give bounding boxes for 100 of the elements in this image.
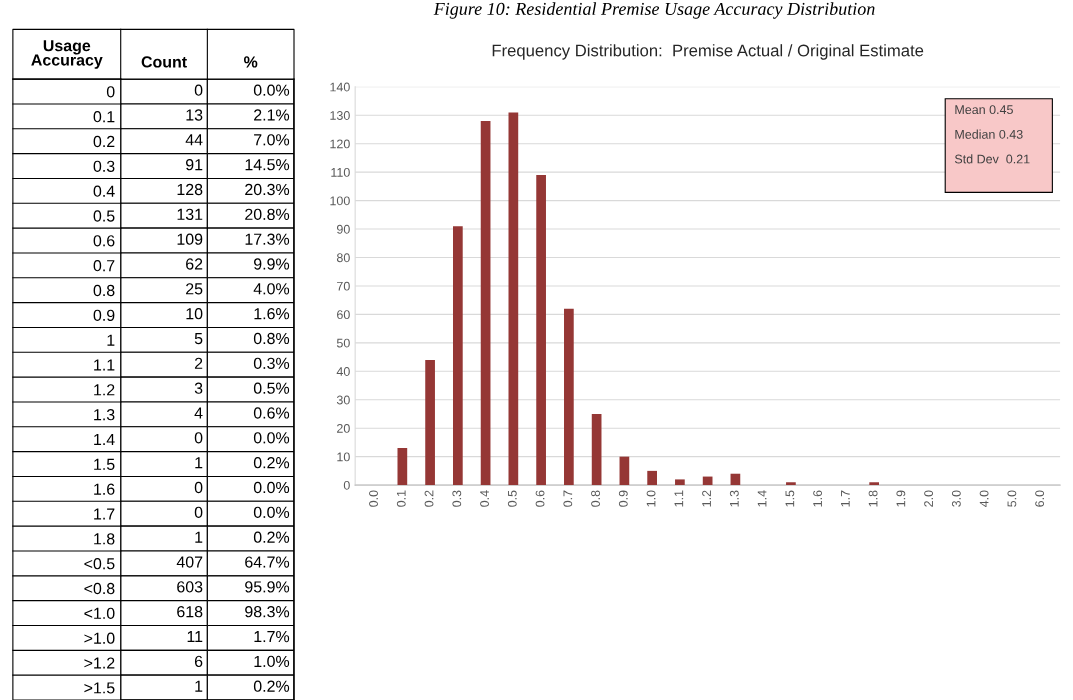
- x-tick-label: 0.4: [480, 490, 489, 507]
- x-tick-label: 1.9: [896, 490, 906, 507]
- bar: [869, 482, 880, 486]
- x-tick-label: 1.5: [785, 490, 795, 507]
- data-label: 1: [195, 457, 203, 469]
- y-axis-title: Usage Accuracy: [31, 40, 103, 69]
- y-tick-label: 70: [337, 281, 350, 291]
- data-label: 1: [195, 680, 203, 692]
- x-tick-label: 1.0: [646, 490, 656, 507]
- y-tick-label: 0.6: [93, 235, 115, 247]
- data-label: 4: [194, 407, 203, 419]
- x-tick-label: 0.2: [424, 490, 434, 507]
- data-label: 2.1%: [254, 109, 290, 121]
- x-tick-label: 4.0: [979, 490, 989, 508]
- x-tick-label: 3.0: [951, 490, 961, 507]
- bar: [647, 470, 657, 486]
- y-tick-label: 80: [336, 253, 350, 263]
- x-tick-label: 6.0: [1035, 490, 1045, 507]
- data-label: 0.0%: [253, 481, 290, 494]
- data-label: 1.6%: [254, 308, 290, 320]
- data-label: 62: [186, 258, 203, 270]
- data-label: 64.7%: [245, 556, 290, 568]
- annotation: Std Dev 0.21: [954, 154, 1030, 164]
- x-tick-label: 1.3: [729, 490, 739, 507]
- data-label: 1: [195, 531, 203, 543]
- x-tick-label: 0.0: [369, 490, 378, 507]
- data-label: 0.3%: [253, 357, 290, 369]
- y-tick-label: >1.0: [84, 632, 115, 644]
- y-tick-label: 0.1: [93, 110, 115, 123]
- data-label: 618: [177, 606, 203, 618]
- data-label: 0.2%: [253, 680, 290, 692]
- y-tick-label: 110: [331, 167, 350, 177]
- data-label: 4.0%: [253, 283, 290, 295]
- data-label: 131: [177, 208, 203, 220]
- data-label: 0.2%: [253, 531, 290, 543]
- data-label: 20.3%: [245, 183, 290, 196]
- data-label: 10: [186, 308, 203, 320]
- y-tick-label: 60: [337, 310, 350, 320]
- y-tick-label: 0.2: [93, 135, 115, 148]
- y-tick-label: 1.8: [94, 533, 115, 545]
- y-tick-label: 1.1: [94, 359, 115, 371]
- x-tick-label: 1.4: [757, 490, 767, 507]
- data-label: 0.0%: [253, 84, 290, 96]
- x-tick-label: 5.0: [1007, 490, 1017, 507]
- x-tick-label: Count: [141, 56, 187, 68]
- y-tick-label: 1.3: [94, 409, 115, 421]
- bar: [675, 479, 685, 486]
- data-label: 3: [194, 382, 203, 394]
- data-label: 0.5%: [253, 382, 290, 394]
- data-label: 6: [194, 655, 203, 668]
- y-tick-label: <0.8: [84, 582, 115, 595]
- y-tick-label: 0.4: [93, 185, 115, 197]
- data-label: 5: [194, 333, 203, 345]
- x-tick-label: 2.0: [924, 490, 934, 507]
- data-label: 9.9%: [254, 258, 290, 270]
- data-label: 0: [194, 84, 203, 96]
- data-label: 13: [186, 109, 203, 121]
- data-label: 44: [185, 134, 203, 146]
- y-tick-label: 0.7: [93, 260, 115, 272]
- data-label: 7.0%: [254, 134, 290, 146]
- bar: [536, 174, 546, 486]
- y-tick-label: 120: [330, 139, 350, 149]
- data-label: 0: [194, 506, 203, 519]
- y-tick-label: 0.3: [93, 160, 115, 172]
- chart-subtitle: Frequency Distribution: Premise Actual / Original Estimate: [492, 44, 924, 60]
- y-tick-label: >1.2: [84, 657, 115, 669]
- bar: [591, 413, 602, 486]
- y-tick-label: 0.9: [93, 309, 115, 321]
- x-tick-label: 0.5: [507, 490, 517, 507]
- y-tick-label: 30: [336, 395, 350, 405]
- data-label: 0: [194, 432, 203, 444]
- y-tick-label: 0: [343, 480, 350, 490]
- x-tick-label: 1.2: [702, 490, 711, 507]
- y-tick-label: 0.5: [93, 210, 115, 222]
- y-tick-label: 90: [336, 224, 350, 234]
- data-label: 11: [187, 631, 203, 643]
- x-tick-label: 1.6: [813, 490, 823, 507]
- x-tick-label: 0.8: [591, 490, 600, 507]
- bar: [564, 308, 574, 486]
- y-tick-label: 0: [106, 86, 115, 98]
- y-tick-label: 140: [330, 82, 350, 92]
- x-tick-label: 0.9: [618, 490, 628, 507]
- y-tick-label: 1.7: [94, 508, 115, 520]
- data-label: 1.7%: [254, 630, 290, 643]
- data-label: 603: [177, 581, 203, 593]
- data-label: 91: [186, 159, 203, 171]
- x-tick-label: 0.1: [396, 490, 406, 507]
- y-tick-label: 1.4: [94, 434, 115, 446]
- data-label: 14.5%: [245, 159, 290, 171]
- x-tick-label: 0.7: [563, 490, 573, 507]
- bar: [786, 482, 796, 486]
- x-tick-label: 0.3: [452, 490, 462, 507]
- annotation: Mean 0.45: [955, 105, 1013, 115]
- y-tick-label: <1.0: [84, 607, 115, 620]
- y-tick-label: 1: [107, 334, 115, 346]
- bar: [425, 359, 435, 486]
- x-tick-label: 1.8: [868, 490, 878, 507]
- x-tick-label: 0.6: [535, 490, 545, 507]
- y-tick-label: 50: [336, 338, 350, 348]
- data-label: 25: [186, 283, 203, 295]
